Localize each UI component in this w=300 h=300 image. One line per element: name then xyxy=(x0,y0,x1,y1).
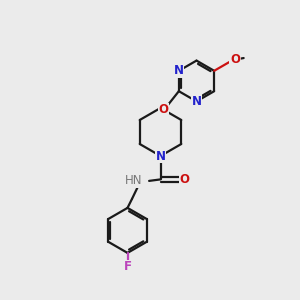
Text: O: O xyxy=(158,103,168,116)
Text: O: O xyxy=(230,53,240,66)
Text: O: O xyxy=(179,173,189,186)
Text: HN: HN xyxy=(125,174,142,188)
Text: N: N xyxy=(174,64,184,77)
Text: F: F xyxy=(124,260,131,274)
Text: N: N xyxy=(191,95,202,108)
Text: N: N xyxy=(155,149,166,163)
